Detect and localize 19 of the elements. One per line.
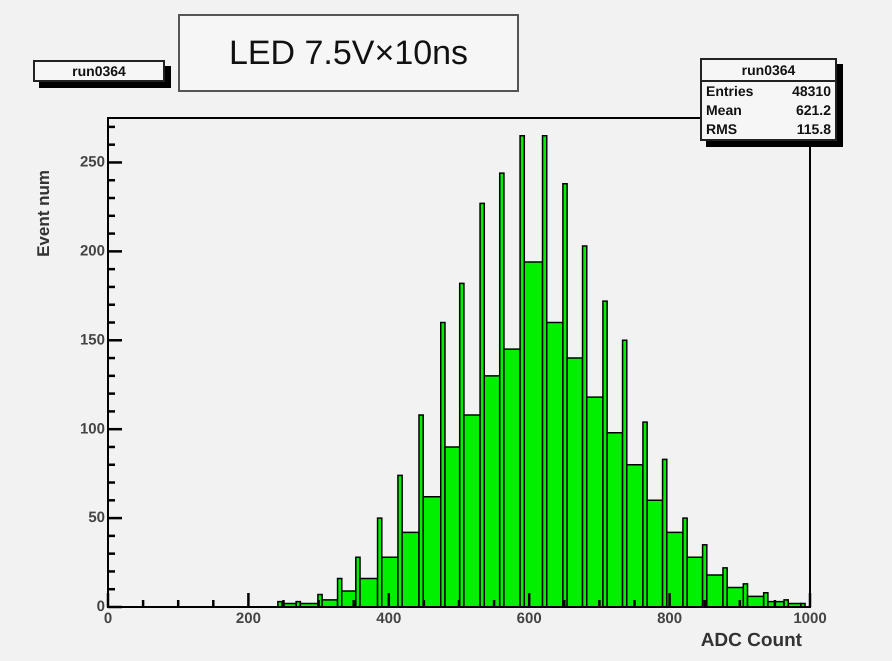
text: RMS 115.8: [706, 121, 831, 137]
chart-title: LED 7.5V×10ns: [178, 14, 519, 92]
y-tick-label: 100: [80, 420, 105, 438]
text: run0364: [702, 60, 835, 82]
x-tick-label: 1000: [793, 610, 827, 628]
x-tick-label: 400: [376, 610, 402, 628]
x-tick-label: 200: [236, 610, 261, 628]
x-axis-title: ADC Count: [700, 630, 802, 652]
y-tick-label: 150: [80, 331, 105, 348]
y-tick-label: 200: [80, 242, 105, 260]
x-tick-label: 800: [657, 610, 682, 628]
text: run0364: [33, 60, 165, 82]
y-tick-label: 250: [80, 154, 105, 171]
y-tick-label: 0: [96, 598, 105, 616]
text: Mean 621.2: [706, 102, 831, 118]
y-tick-label: 50: [88, 509, 105, 526]
x-tick-label: 600: [516, 610, 542, 628]
y-axis-title: Event num: [34, 170, 54, 257]
text: Entries 48310: [706, 83, 831, 99]
